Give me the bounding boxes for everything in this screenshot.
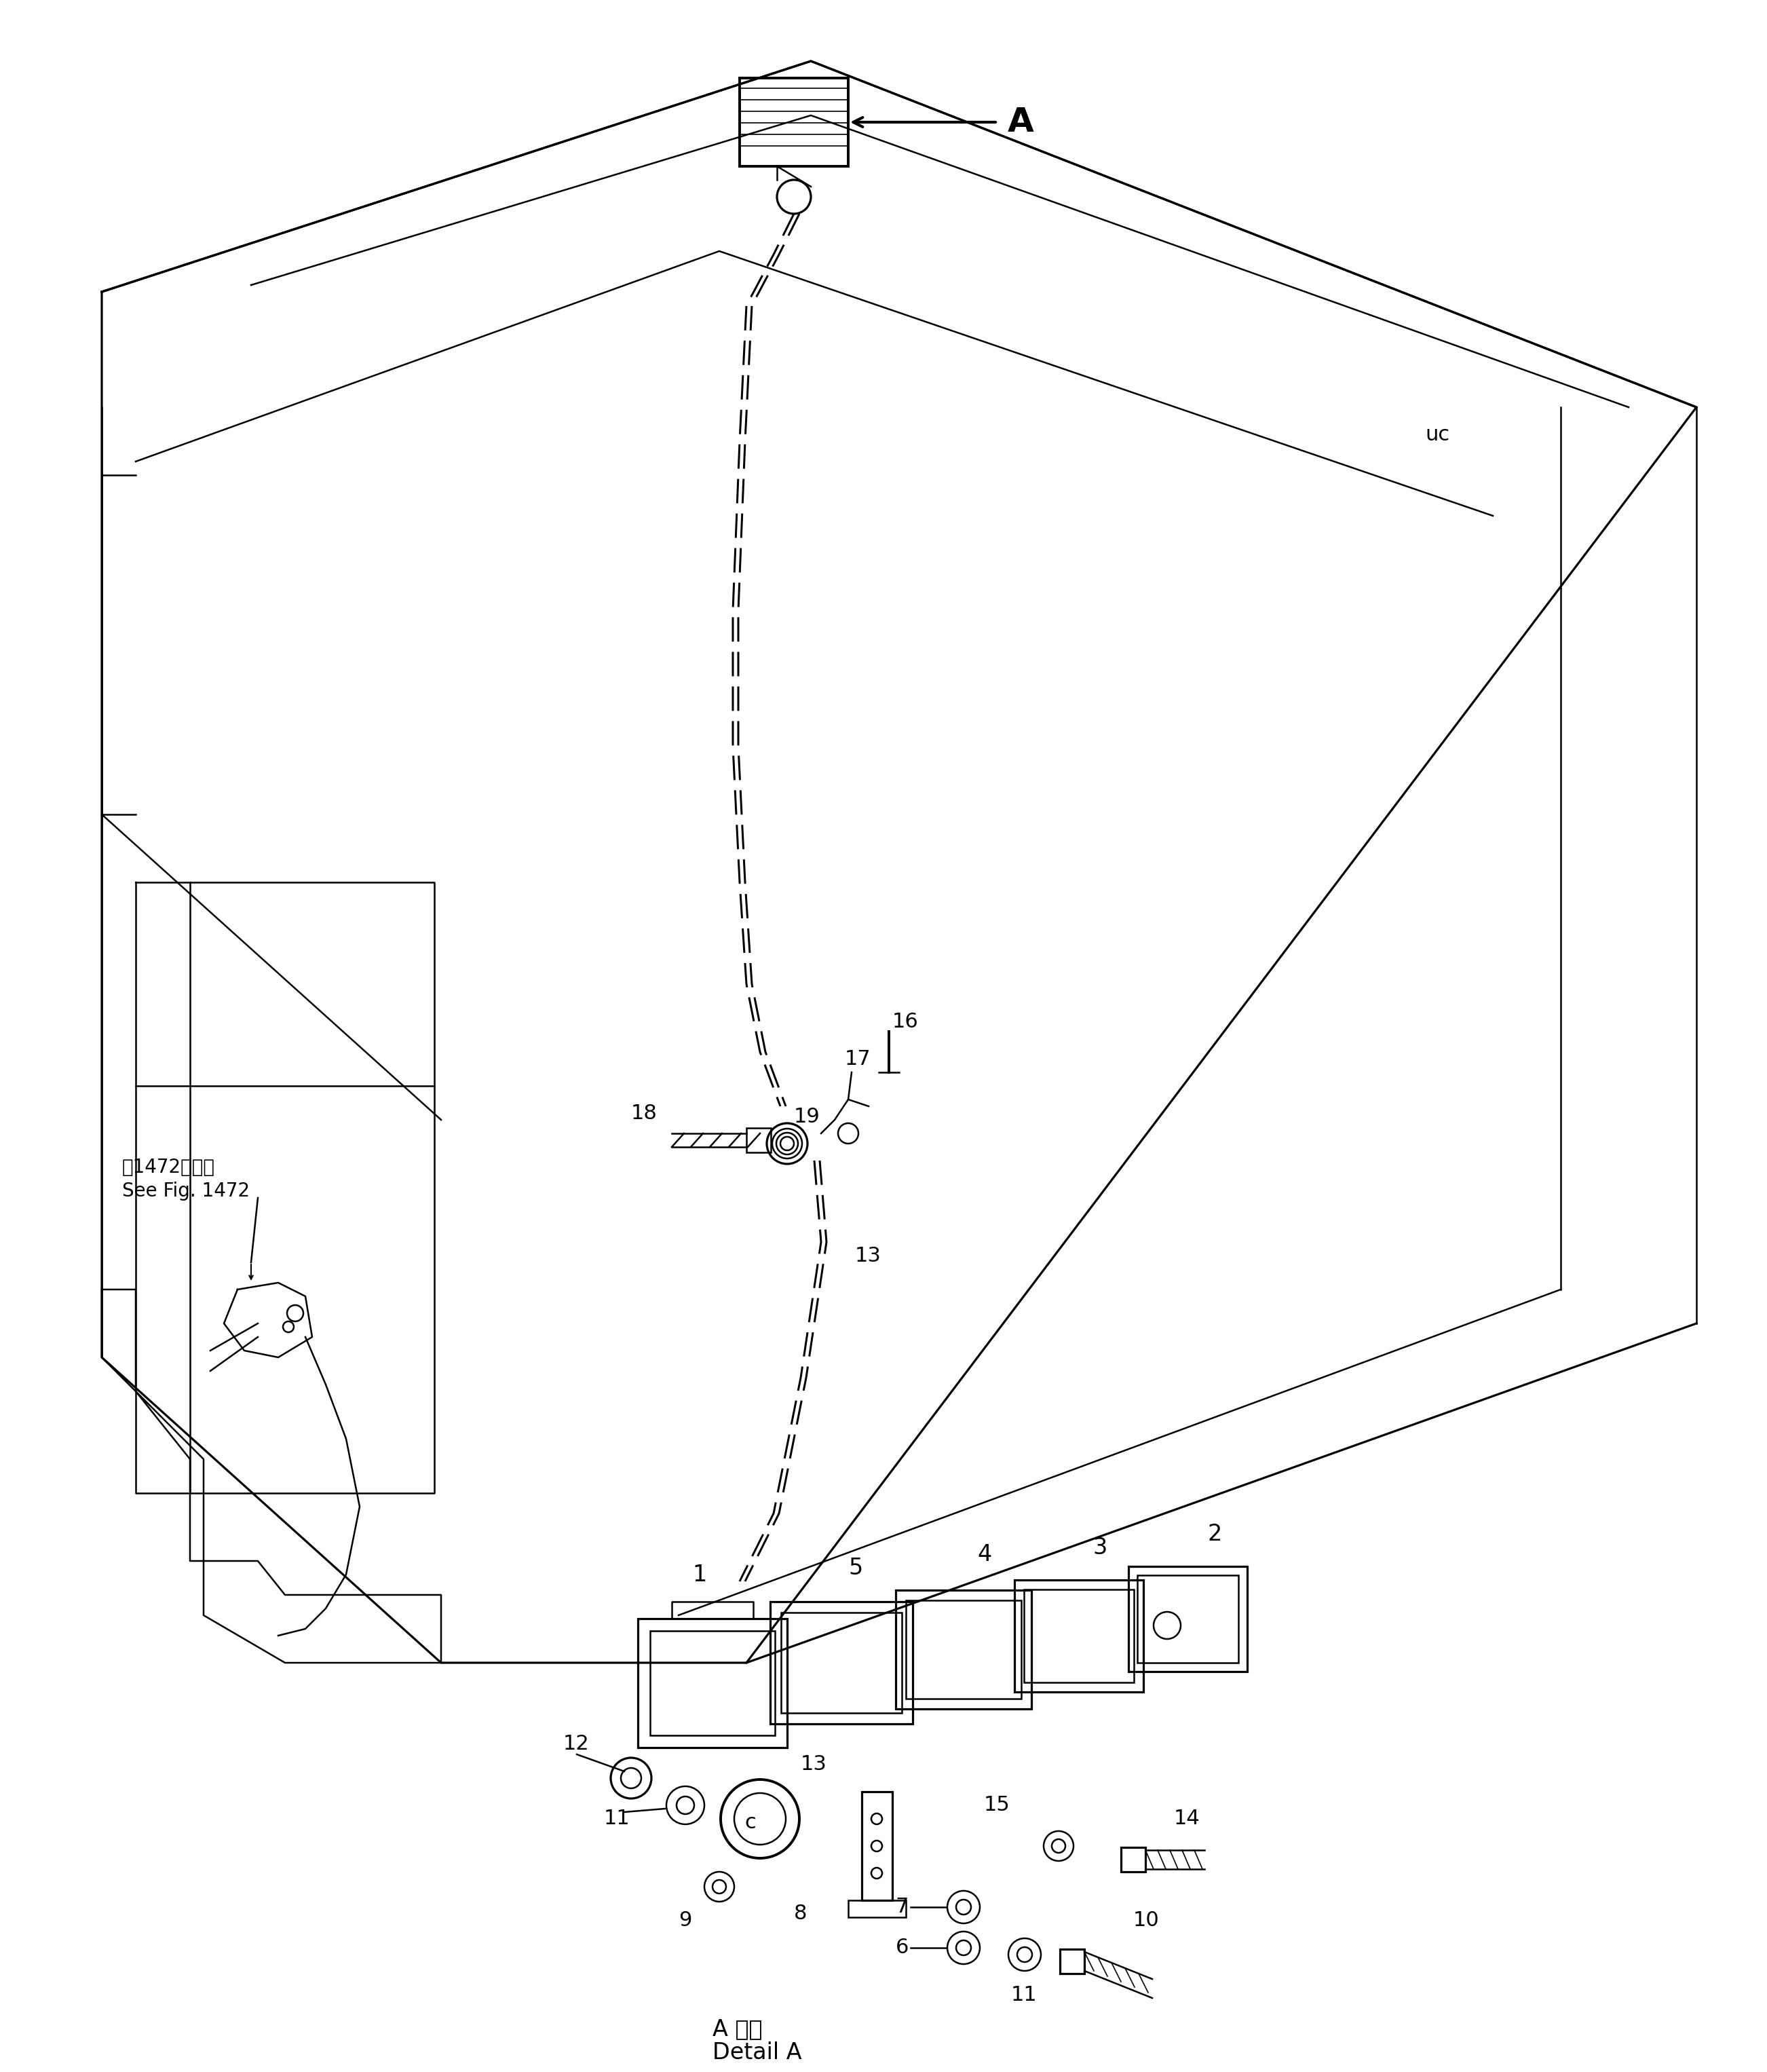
Text: Detail A: Detail A: [712, 2041, 802, 2064]
Text: 1: 1: [693, 1564, 707, 1585]
Text: 13: 13: [800, 1755, 827, 1774]
Bar: [781, 1612, 901, 1714]
Bar: [1023, 1589, 1134, 1682]
Text: 18: 18: [631, 1102, 657, 1123]
Bar: [650, 1631, 776, 1736]
Bar: [746, 1127, 770, 1152]
Bar: [1138, 1575, 1239, 1662]
Bar: [848, 1900, 906, 1917]
Bar: [906, 1600, 1021, 1699]
Text: c: c: [746, 1813, 756, 1834]
Text: 15: 15: [984, 1796, 1011, 1815]
Bar: [1120, 1848, 1145, 1871]
Bar: [740, 79, 848, 166]
Text: 5: 5: [848, 1556, 862, 1579]
Bar: [638, 1618, 786, 1747]
Text: 7: 7: [896, 1898, 908, 1917]
Text: uc: uc: [1424, 425, 1449, 443]
Text: 12: 12: [564, 1734, 590, 1755]
Text: 19: 19: [793, 1106, 820, 1127]
Text: 11: 11: [1011, 1985, 1037, 2006]
Text: 11: 11: [604, 1809, 631, 1830]
Text: 13: 13: [855, 1245, 882, 1266]
Bar: [862, 1792, 892, 1900]
Text: See Fig. 1472: See Fig. 1472: [122, 1181, 249, 1200]
Text: 8: 8: [793, 1904, 808, 1923]
Text: 3: 3: [1092, 1535, 1106, 1558]
Text: 17: 17: [845, 1048, 871, 1069]
Text: 4: 4: [977, 1544, 991, 1564]
Text: 14: 14: [1173, 1809, 1200, 1830]
Text: 6: 6: [896, 1937, 908, 1958]
Text: 10: 10: [1133, 1910, 1159, 1931]
Bar: [1014, 1581, 1143, 1693]
Text: 第1472図参照: 第1472図参照: [122, 1158, 216, 1177]
Text: A 詳細: A 詳細: [712, 2018, 762, 2041]
Bar: [1060, 1950, 1085, 1975]
Text: 2: 2: [1209, 1523, 1223, 1546]
Bar: [770, 1602, 914, 1724]
Text: A: A: [1007, 106, 1034, 139]
Bar: [1129, 1566, 1248, 1672]
Bar: [896, 1589, 1032, 1709]
Text: 9: 9: [679, 1910, 691, 1931]
Text: 16: 16: [892, 1011, 919, 1032]
